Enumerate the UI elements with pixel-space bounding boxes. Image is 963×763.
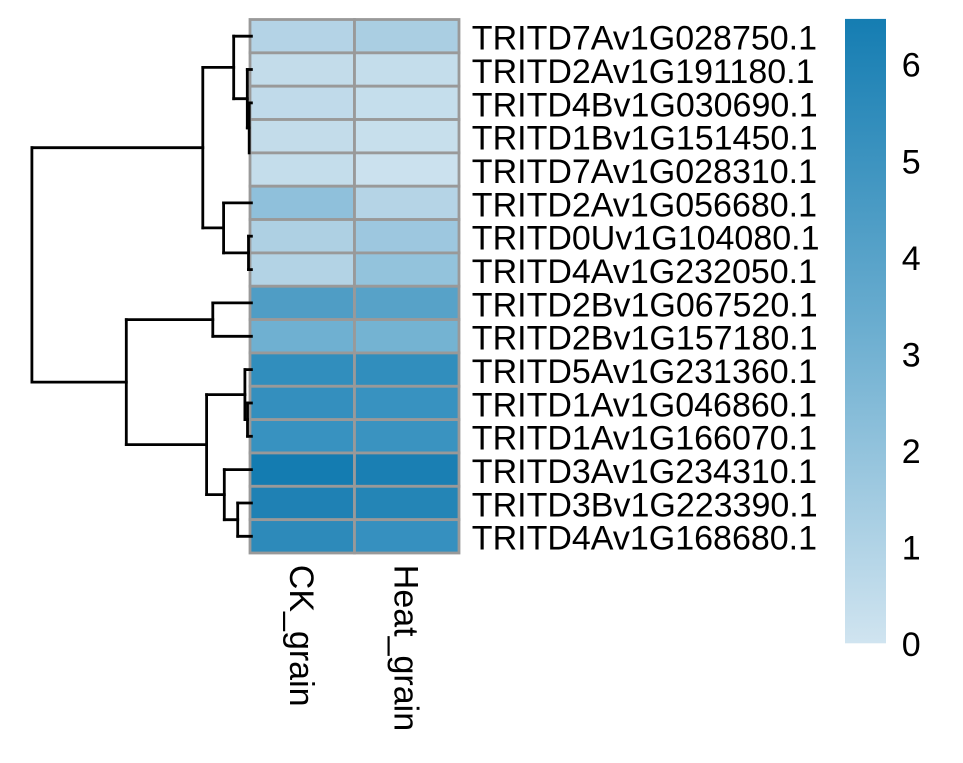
svg-text:TRITD4Av1G232050.1: TRITD4Av1G232050.1 [472, 253, 817, 291]
svg-text:CK_grain: CK_grain [282, 565, 320, 707]
svg-text:0: 0 [902, 626, 921, 664]
svg-text:TRITD1Bv1G151450.1: TRITD1Bv1G151450.1 [472, 120, 818, 158]
svg-text:TRITD2Bv1G067520.1: TRITD2Bv1G067520.1 [472, 286, 818, 324]
svg-text:TRITD4Bv1G030690.1: TRITD4Bv1G030690.1 [472, 86, 818, 124]
svg-text:3: 3 [902, 336, 921, 374]
svg-text:4: 4 [902, 240, 921, 278]
svg-text:TRITD4Av1G168680.1: TRITD4Av1G168680.1 [472, 520, 817, 558]
svg-text:TRITD2Av1G191180.1: TRITD2Av1G191180.1 [472, 53, 815, 91]
svg-text:TRITD5Av1G231360.1: TRITD5Av1G231360.1 [472, 353, 817, 391]
svg-text:6: 6 [902, 47, 921, 85]
svg-text:TRITD1Av1G046860.1: TRITD1Av1G046860.1 [472, 386, 817, 424]
svg-text:TRITD1Av1G166070.1: TRITD1Av1G166070.1 [472, 420, 817, 458]
svg-text:TRITD2Bv1G157180.1: TRITD2Bv1G157180.1 [472, 320, 818, 358]
svg-text:TRITD2Av1G056680.1: TRITD2Av1G056680.1 [472, 186, 817, 224]
svg-text:TRITD3Av1G234310.1: TRITD3Av1G234310.1 [472, 453, 817, 491]
svg-text:TRITD3Bv1G223390.1: TRITD3Bv1G223390.1 [472, 486, 818, 524]
svg-text:TRITD7Av1G028750.1: TRITD7Av1G028750.1 [472, 20, 817, 58]
svg-text:TRITD7Av1G028310.1: TRITD7Av1G028310.1 [472, 153, 817, 191]
svg-text:TRITD0Uv1G104080.1: TRITD0Uv1G104080.1 [472, 220, 820, 258]
svg-text:1: 1 [902, 530, 921, 568]
svg-text:Heat_grain: Heat_grain [386, 565, 424, 731]
svg-text:2: 2 [902, 433, 921, 471]
svg-text:5: 5 [902, 143, 921, 181]
